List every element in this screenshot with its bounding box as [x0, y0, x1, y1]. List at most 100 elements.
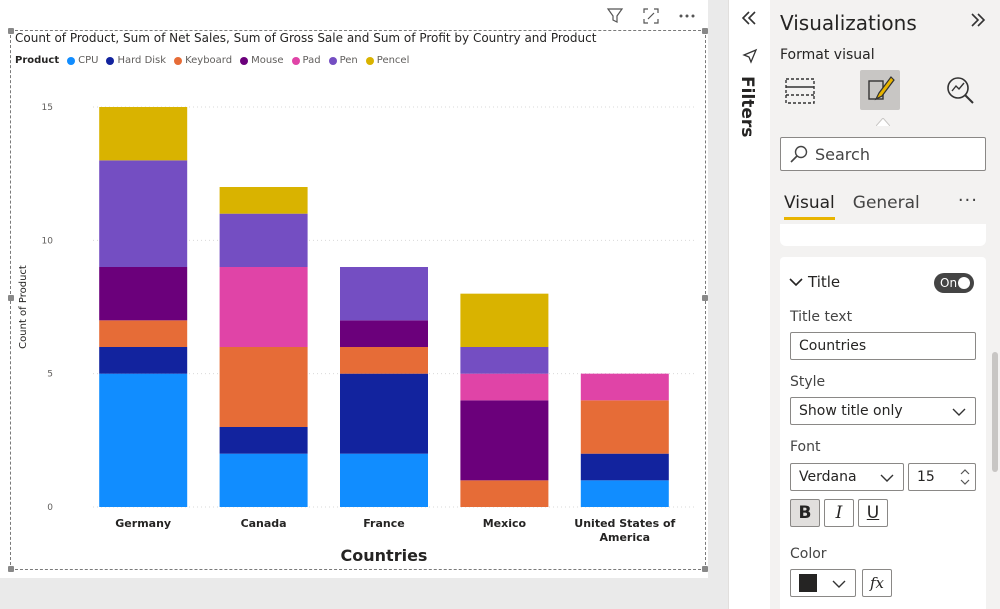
bar-segment[interactable]: [219, 187, 308, 214]
legend-item[interactable]: Keyboard: [174, 55, 232, 66]
format-tabs: Visual General: [784, 193, 920, 220]
bar-segment[interactable]: [460, 480, 549, 507]
y-tick-label: 0: [47, 503, 53, 513]
bar-segment[interactable]: [580, 480, 669, 507]
color-swatch: [799, 574, 817, 592]
filters-pane-collapsed: Filters: [728, 0, 772, 609]
pane-scrollbar[interactable]: [992, 352, 998, 472]
bar-segment[interactable]: [99, 320, 188, 347]
pane-title: Visualizations: [780, 11, 917, 35]
x-tick-label: Mexico: [483, 517, 527, 530]
toggle-knob: [958, 277, 970, 289]
bar-segment[interactable]: [340, 267, 428, 321]
bar-segment[interactable]: [460, 400, 549, 481]
bar-segment[interactable]: [580, 453, 669, 481]
analytics-magnifier-icon[interactable]: [940, 70, 980, 110]
resize-handle[interactable]: [702, 28, 708, 34]
bar-segment[interactable]: [340, 320, 428, 347]
bar-segment[interactable]: [99, 107, 188, 161]
bar-segment[interactable]: [219, 347, 308, 427]
report-canvas: Count of Product, Sum of Net Sales, Sum …: [0, 0, 708, 578]
bar-segment[interactable]: [219, 427, 308, 454]
resize-handle[interactable]: [8, 295, 14, 301]
y-axis-title: Count of Product: [18, 265, 29, 349]
chevron-down-icon: [952, 408, 966, 416]
bar-segment[interactable]: [580, 400, 669, 454]
search-input[interactable]: Search: [780, 137, 986, 171]
build-visual-icon[interactable]: [780, 70, 820, 110]
title-section-header[interactable]: Title: [788, 273, 840, 291]
resize-handle[interactable]: [702, 566, 708, 572]
bold-button[interactable]: B: [790, 499, 820, 527]
chevron-down-icon: [832, 580, 846, 588]
resize-handle[interactable]: [8, 566, 14, 572]
title-text-input[interactable]: Countries: [790, 332, 976, 360]
legend-label: Pad: [302, 55, 321, 66]
chevron-down-icon: [789, 278, 803, 287]
bar-segment[interactable]: [460, 293, 549, 347]
visual-header: [604, 6, 698, 26]
focus-mode-icon[interactable]: [640, 6, 662, 26]
search-placeholder: Search: [815, 144, 870, 164]
resize-handle[interactable]: [8, 28, 14, 34]
stepper-arrows-icon[interactable]: [959, 467, 971, 487]
report-page: Count of Product, Sum of Net Sales, Sum …: [0, 0, 708, 578]
double-chevron-right-icon[interactable]: [968, 10, 988, 35]
font-label: Font: [790, 439, 821, 455]
x-tick-label: Germany: [115, 517, 171, 530]
more-options-icon[interactable]: [676, 6, 698, 26]
bar-segment[interactable]: [460, 347, 549, 374]
bar-segment[interactable]: [340, 453, 428, 507]
legend-item[interactable]: Pencel: [365, 55, 410, 66]
legend-item[interactable]: Hard Disk: [106, 55, 166, 66]
bar-segment[interactable]: [99, 347, 188, 374]
bar-segment[interactable]: [219, 213, 308, 267]
tab-visual[interactable]: Visual: [784, 193, 835, 220]
active-tab-pointer: [876, 118, 890, 126]
filters-label[interactable]: Filters: [737, 76, 757, 138]
italic-button[interactable]: I: [824, 499, 854, 527]
title-format-card: Title On Title text Countries Style Show…: [780, 257, 986, 609]
legend-item[interactable]: Pad: [291, 55, 321, 66]
bar-segment[interactable]: [99, 373, 188, 507]
style-value: Show title only: [799, 403, 903, 419]
bar-segment[interactable]: [219, 267, 308, 347]
visualizations-pane: Visualizations Format visual Search Visu…: [770, 0, 1000, 609]
legend-label: Pen: [339, 55, 358, 66]
legend-color-dot: [291, 56, 300, 65]
legend-color-dot: [174, 56, 183, 65]
filter-icon[interactable]: [604, 6, 626, 26]
collapsed-card-bottom: [780, 224, 986, 246]
underline-button[interactable]: U: [858, 499, 888, 527]
conditional-format-fx-button[interactable]: fx: [862, 569, 892, 597]
font-size-stepper[interactable]: 15: [908, 463, 976, 491]
resize-handle[interactable]: [702, 295, 708, 301]
font-family-dropdown[interactable]: Verdana: [790, 463, 904, 491]
x-tick-label: United States of: [574, 517, 675, 530]
bar-segment[interactable]: [460, 373, 549, 401]
double-chevron-left-icon[interactable]: [739, 8, 759, 32]
bar-segment[interactable]: [340, 347, 428, 374]
bar-segment[interactable]: [219, 453, 308, 507]
more-options-icon[interactable]: ···: [957, 190, 978, 211]
chart-legend: Product CPU Hard Disk Keyboard Mouse Pad Pen P…: [15, 55, 417, 66]
bar-segment[interactable]: [99, 267, 188, 321]
tab-general[interactable]: General: [852, 193, 920, 213]
legend-label: Keyboard: [185, 55, 233, 66]
legend-item[interactable]: Pen: [328, 55, 358, 66]
bar-segment[interactable]: [340, 373, 428, 454]
chart-plot: 0 5 10 15 Germany Canada France Mexico United St…: [18, 103, 695, 565]
legend-item[interactable]: Mouse: [240, 55, 284, 66]
filter-icon[interactable]: [742, 48, 758, 68]
legend-title: Product: [15, 55, 60, 66]
title-toggle[interactable]: On: [934, 273, 974, 293]
color-picker[interactable]: [790, 569, 856, 597]
x-tick-label: America: [600, 531, 651, 544]
stacked-column-chart-visual[interactable]: Count of Product, Sum of Net Sales, Sum …: [8, 28, 708, 572]
style-dropdown[interactable]: Show title only: [790, 397, 976, 425]
format-paint-brush-icon[interactable]: [860, 70, 900, 110]
bar-segment[interactable]: [580, 373, 669, 401]
legend-item[interactable]: CPU: [67, 55, 98, 66]
legend-label: Pencel: [376, 55, 410, 66]
bar-segment[interactable]: [99, 160, 188, 267]
